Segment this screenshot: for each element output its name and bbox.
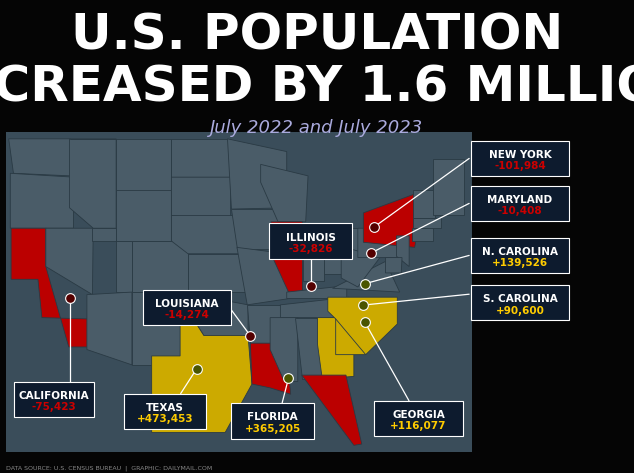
Polygon shape (270, 318, 298, 381)
Polygon shape (328, 297, 398, 355)
Text: +473,453: +473,453 (136, 414, 193, 424)
FancyBboxPatch shape (143, 289, 231, 325)
Polygon shape (132, 241, 188, 292)
Polygon shape (93, 228, 132, 292)
Polygon shape (231, 209, 281, 249)
Polygon shape (180, 292, 248, 335)
Text: -14,274: -14,274 (165, 310, 209, 320)
FancyBboxPatch shape (470, 186, 569, 221)
Text: -75,423: -75,423 (32, 403, 76, 412)
Text: GEORGIA: GEORGIA (392, 410, 445, 420)
Text: July 2022 and July 2023: July 2022 and July 2023 (210, 119, 424, 137)
Polygon shape (46, 228, 93, 295)
Text: NEW YORK: NEW YORK (489, 150, 551, 160)
Polygon shape (171, 216, 241, 254)
Polygon shape (70, 139, 116, 228)
Text: N. CAROLINA: N. CAROLINA (482, 247, 558, 257)
Polygon shape (11, 228, 89, 347)
Polygon shape (280, 297, 349, 318)
Text: +139,526: +139,526 (492, 258, 548, 268)
Polygon shape (237, 247, 290, 305)
Polygon shape (295, 318, 322, 379)
Text: +90,600: +90,600 (495, 306, 545, 315)
Text: DATA SOURCE: U.S. CENSUS BUREAU  |  GRAPHIC: DAILYMAIL.COM: DATA SOURCE: U.S. CENSUS BUREAU | GRAPHI… (6, 465, 212, 471)
Text: INCREASED BY 1.6 MILLION: INCREASED BY 1.6 MILLION (0, 64, 634, 112)
Polygon shape (188, 254, 247, 292)
Polygon shape (413, 190, 435, 218)
Polygon shape (302, 231, 324, 280)
Polygon shape (87, 292, 132, 365)
Text: -101,984: -101,984 (494, 161, 546, 171)
FancyBboxPatch shape (374, 401, 463, 436)
Polygon shape (341, 246, 380, 287)
Polygon shape (302, 375, 362, 446)
FancyBboxPatch shape (124, 394, 206, 429)
Polygon shape (363, 190, 426, 247)
Polygon shape (324, 228, 358, 274)
Text: U.S. POPULATION: U.S. POPULATION (71, 12, 563, 60)
Text: S. CAROLINA: S. CAROLINA (482, 294, 557, 304)
Polygon shape (433, 159, 465, 216)
Polygon shape (413, 218, 441, 228)
Polygon shape (358, 228, 404, 258)
Polygon shape (332, 262, 399, 292)
Text: MARYLAND: MARYLAND (488, 195, 552, 205)
Polygon shape (271, 222, 302, 293)
FancyBboxPatch shape (231, 403, 314, 439)
FancyBboxPatch shape (470, 285, 569, 321)
FancyBboxPatch shape (470, 141, 569, 176)
Bar (6, 132, 472, 452)
Text: LOUISIANA: LOUISIANA (155, 299, 219, 309)
Polygon shape (228, 139, 287, 209)
Polygon shape (152, 298, 252, 432)
Polygon shape (116, 190, 171, 241)
FancyBboxPatch shape (470, 237, 569, 273)
FancyBboxPatch shape (269, 224, 352, 259)
Polygon shape (132, 292, 180, 365)
Polygon shape (411, 228, 433, 241)
Polygon shape (10, 173, 74, 228)
Text: FLORIDA: FLORIDA (247, 412, 298, 422)
Polygon shape (247, 305, 286, 343)
Text: -32,826: -32,826 (288, 244, 333, 254)
Text: ILLINOIS: ILLINOIS (286, 233, 335, 243)
Polygon shape (250, 343, 290, 394)
Polygon shape (70, 139, 171, 196)
FancyBboxPatch shape (15, 382, 94, 418)
Text: CALIFORNIA: CALIFORNIA (18, 391, 89, 401)
Polygon shape (335, 315, 373, 355)
Polygon shape (396, 236, 409, 267)
Text: TEXAS: TEXAS (146, 403, 184, 413)
Polygon shape (318, 318, 354, 379)
Polygon shape (385, 258, 402, 273)
Polygon shape (261, 165, 308, 222)
Polygon shape (287, 286, 347, 298)
Text: +116,077: +116,077 (390, 421, 447, 431)
Polygon shape (171, 177, 231, 222)
Text: +365,205: +365,205 (245, 424, 301, 434)
Text: -10,408: -10,408 (498, 206, 542, 216)
Polygon shape (171, 139, 231, 177)
Polygon shape (9, 139, 70, 176)
